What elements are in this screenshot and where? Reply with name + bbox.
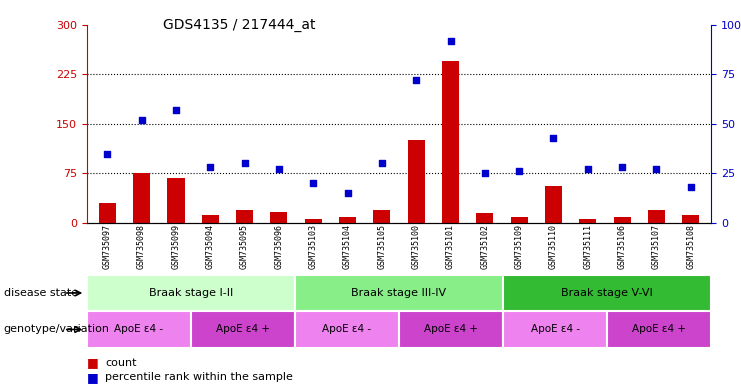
- Point: [548, 135, 559, 141]
- Text: ApoE ε4 -: ApoE ε4 -: [322, 324, 371, 334]
- Text: ApoE ε4 +: ApoE ε4 +: [216, 324, 270, 334]
- Bar: [408, 140, 425, 223]
- Point: [617, 164, 628, 170]
- Point: [582, 166, 594, 172]
- Point: [205, 164, 216, 170]
- Point: [308, 180, 319, 186]
- Bar: [608, 311, 711, 348]
- Point: [651, 166, 662, 172]
- Bar: [545, 187, 562, 223]
- Bar: [373, 210, 391, 223]
- Text: GSM735101: GSM735101: [446, 224, 455, 269]
- Bar: [305, 219, 322, 223]
- Text: ApoE ε4 -: ApoE ε4 -: [114, 324, 163, 334]
- Point: [136, 117, 147, 123]
- Point: [239, 161, 250, 167]
- Bar: [511, 217, 528, 223]
- Text: GSM735109: GSM735109: [515, 224, 524, 269]
- Text: ■: ■: [87, 356, 99, 369]
- Point: [411, 77, 422, 83]
- Text: genotype/variation: genotype/variation: [4, 324, 110, 334]
- Text: GSM735098: GSM735098: [137, 224, 146, 269]
- Text: GSM735105: GSM735105: [377, 224, 386, 269]
- Bar: [614, 217, 631, 223]
- Text: ■: ■: [87, 371, 99, 384]
- Text: GSM735111: GSM735111: [583, 224, 592, 269]
- Text: ApoE ε4 -: ApoE ε4 -: [531, 324, 579, 334]
- Bar: [399, 311, 503, 348]
- Text: GSM735106: GSM735106: [617, 224, 627, 269]
- Text: GSM735099: GSM735099: [171, 224, 181, 269]
- Text: GSM735102: GSM735102: [480, 224, 489, 269]
- Text: GSM735100: GSM735100: [412, 224, 421, 269]
- Text: GDS4135 / 217444_at: GDS4135 / 217444_at: [163, 18, 316, 32]
- Bar: [236, 210, 253, 223]
- Point: [445, 38, 456, 44]
- Bar: [87, 275, 295, 311]
- Text: Braak stage I-II: Braak stage I-II: [149, 288, 233, 298]
- Bar: [476, 213, 494, 223]
- Bar: [270, 212, 288, 223]
- Text: GSM735104: GSM735104: [343, 224, 352, 269]
- Text: GSM735110: GSM735110: [549, 224, 558, 269]
- Bar: [339, 217, 356, 223]
- Point: [170, 107, 182, 113]
- Bar: [202, 215, 219, 223]
- Text: GSM735096: GSM735096: [274, 224, 283, 269]
- Point: [514, 168, 525, 174]
- Text: GSM735107: GSM735107: [652, 224, 661, 269]
- Bar: [579, 219, 597, 223]
- Bar: [191, 311, 295, 348]
- Bar: [167, 178, 185, 223]
- Text: GSM735097: GSM735097: [103, 224, 112, 269]
- Point: [479, 170, 491, 176]
- Bar: [99, 203, 116, 223]
- Text: percentile rank within the sample: percentile rank within the sample: [105, 372, 293, 382]
- Text: disease state: disease state: [4, 288, 78, 298]
- Bar: [503, 275, 711, 311]
- Text: ApoE ε4 +: ApoE ε4 +: [632, 324, 686, 334]
- Text: GSM735094: GSM735094: [206, 224, 215, 269]
- Text: ApoE ε4 +: ApoE ε4 +: [424, 324, 478, 334]
- Text: Braak stage V-VI: Braak stage V-VI: [562, 288, 653, 298]
- Bar: [442, 61, 459, 223]
- Text: GSM735103: GSM735103: [309, 224, 318, 269]
- Point: [102, 151, 113, 157]
- Point: [685, 184, 697, 190]
- Text: count: count: [105, 358, 137, 368]
- Point: [342, 190, 353, 196]
- Bar: [503, 311, 608, 348]
- Text: Braak stage III-IV: Braak stage III-IV: [351, 288, 447, 298]
- Point: [376, 161, 388, 167]
- Bar: [682, 215, 700, 223]
- Text: GSM735095: GSM735095: [240, 224, 249, 269]
- Point: [273, 166, 285, 172]
- Bar: [295, 275, 503, 311]
- Text: GSM735108: GSM735108: [686, 224, 695, 269]
- Bar: [133, 173, 150, 223]
- Bar: [295, 311, 399, 348]
- Bar: [648, 210, 665, 223]
- Bar: [87, 311, 191, 348]
